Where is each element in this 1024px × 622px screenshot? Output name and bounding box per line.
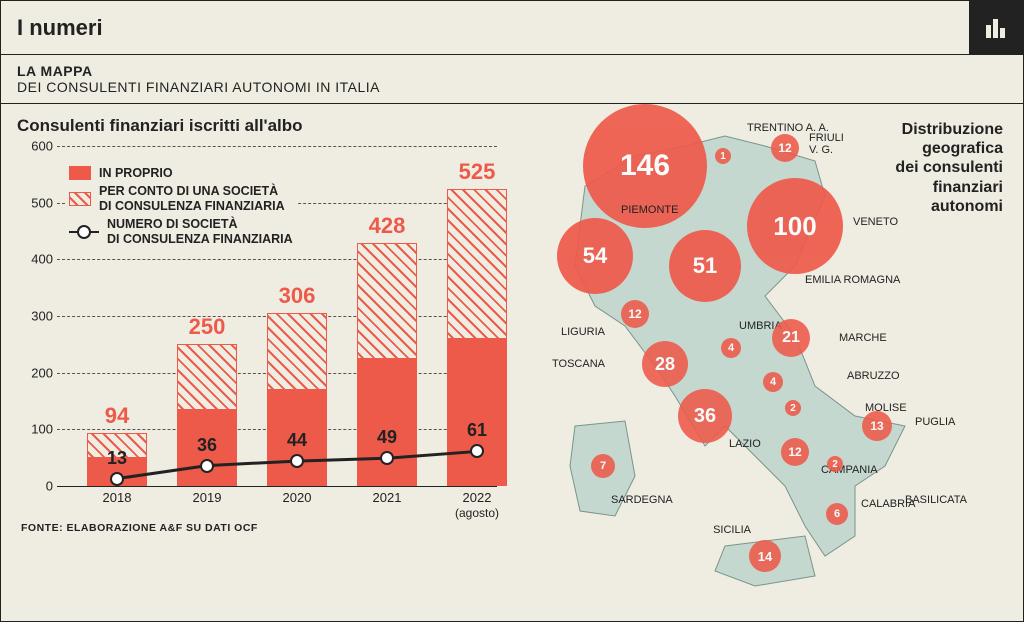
bar-total-label: 306 — [267, 283, 327, 309]
region-name: SICILIA — [713, 524, 751, 536]
bar-total-label: 250 — [177, 314, 237, 340]
legend-line-label: NUMERO DI SOCIETÀ DI CONSULENZA FINANZIA… — [107, 217, 293, 246]
x-tick-label: 2021 — [357, 490, 417, 505]
bar-in-proprio — [447, 339, 507, 486]
chart-icon — [969, 1, 1023, 55]
region-bubble: 1 — [715, 148, 731, 164]
y-tick-label: 100 — [31, 422, 53, 437]
legend-solid-label: IN PROPRIO — [99, 166, 173, 180]
region-bubble: 36 — [678, 389, 732, 443]
region-bubble: 12 — [771, 134, 799, 162]
x-tick-label: 2022(agosto) — [447, 490, 507, 520]
bar-societa — [177, 344, 237, 409]
line-marker — [470, 444, 484, 458]
infographic-frame: I numeri LA MAPPA DEI CONSULENTI FINANZI… — [0, 0, 1024, 622]
y-tick-label: 600 — [31, 139, 53, 154]
chart-area: 0100200300400500600 94132503630644428495… — [17, 146, 497, 526]
line-value-label: 61 — [467, 420, 487, 441]
region-bubble: 100 — [747, 178, 843, 274]
map-panel: Distribuzione geografica dei consulenti … — [515, 116, 1007, 526]
region-bubble: 7 — [591, 454, 615, 478]
line-marker — [290, 454, 304, 468]
region-bubble: 14 — [749, 540, 781, 572]
region-bubble: 12 — [621, 300, 649, 328]
swatch-hatch-icon — [69, 192, 91, 206]
bar-in-proprio — [357, 359, 417, 487]
line-value-label: 49 — [377, 427, 397, 448]
region-name: TOSCANA — [552, 358, 605, 370]
header: I numeri — [1, 1, 1023, 55]
y-axis: 0100200300400500600 — [17, 146, 57, 486]
region-bubble: 28 — [642, 341, 688, 387]
line-marker — [200, 459, 214, 473]
legend-line: NUMERO DI SOCIETÀ DI CONSULENZA FINANZIA… — [69, 217, 293, 246]
line-value-label: 44 — [287, 430, 307, 451]
swatch-solid-icon — [69, 166, 91, 180]
bar-societa — [357, 243, 417, 358]
y-tick-label: 200 — [31, 365, 53, 380]
legend: IN PROPRIO PER CONTO DI UNA SOCIETÀ DI C… — [65, 164, 297, 252]
region-bubble: 4 — [721, 338, 741, 358]
legend-hatch: PER CONTO DI UNA SOCIETÀ DI CONSULENZA F… — [69, 184, 293, 213]
subheader-bottom: DEI CONSULENTI FINANZIARI AUTONOMI IN IT… — [17, 79, 1007, 95]
region-name: VENETO — [853, 216, 898, 228]
region-name: PUGLIA — [915, 416, 955, 428]
line-marker — [380, 451, 394, 465]
y-tick-label: 500 — [31, 195, 53, 210]
chart-title: Consulenti finanziari iscritti all'albo — [17, 116, 507, 136]
x-tick-label: 2019 — [177, 490, 237, 505]
bar-total-label: 525 — [447, 159, 507, 185]
y-tick-label: 300 — [31, 309, 53, 324]
region-name: EMILIA ROMAGNA — [805, 274, 900, 286]
gridline — [57, 486, 497, 487]
region-bubble: 12 — [781, 438, 809, 466]
region-bubble: 13 — [862, 411, 892, 441]
legend-solid: IN PROPRIO — [69, 166, 293, 180]
x-tick-label: 2018 — [87, 490, 147, 505]
bar-total-label: 428 — [357, 213, 417, 239]
region-name: CALABRIA — [861, 498, 915, 510]
region-bubble: 6 — [826, 503, 848, 525]
region-bubble: 2 — [827, 456, 843, 472]
region-name: MARCHE — [839, 332, 887, 344]
region-name: PIEMONTE — [621, 204, 678, 216]
y-tick-label: 0 — [46, 479, 53, 494]
swatch-line-icon — [69, 225, 99, 239]
line-marker — [110, 472, 124, 486]
bar-societa — [447, 189, 507, 339]
bar-total-label: 94 — [87, 403, 147, 429]
region-name: ABRUZZO — [847, 370, 900, 382]
subheader-top: LA MAPPA — [17, 63, 1007, 79]
region-bubble: 51 — [669, 230, 741, 302]
chart-panel: Consulenti finanziari iscritti all'albo … — [17, 116, 507, 526]
bar-societa — [267, 313, 327, 390]
y-tick-label: 400 — [31, 252, 53, 267]
header-title: I numeri — [17, 15, 103, 41]
line-value-label: 13 — [107, 448, 127, 469]
region-bubble: 21 — [772, 319, 810, 357]
region-name: SARDEGNA — [611, 494, 673, 506]
subheader: LA MAPPA DEI CONSULENTI FINANZIARI AUTON… — [1, 55, 1023, 104]
chart-source: FONTE: ELABORAZIONE A&F SU DATI OCF — [21, 522, 258, 534]
legend-hatch-label: PER CONTO DI UNA SOCIETÀ DI CONSULENZA F… — [99, 184, 285, 213]
region-name: FRIULIV. G. — [809, 132, 844, 156]
region-name: LIGURIA — [561, 326, 605, 338]
region-bubble: 4 — [763, 372, 783, 392]
region-bubble: 2 — [785, 400, 801, 416]
region-bubble: 54 — [557, 218, 633, 294]
x-tick-label: 2020 — [267, 490, 327, 505]
line-value-label: 36 — [197, 435, 217, 456]
content: Consulenti finanziari iscritti all'albo … — [1, 104, 1023, 538]
region-name: LAZIO — [729, 438, 761, 450]
